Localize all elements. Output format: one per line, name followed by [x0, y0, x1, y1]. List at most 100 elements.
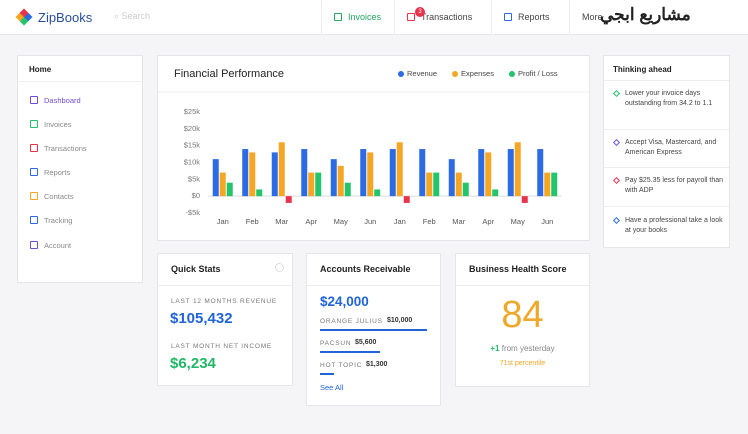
- badge: 3: [415, 7, 425, 17]
- receivable-list: ORANGE JULIUS $10,000 PACSUN $5,600 HOT TOPI…: [320, 316, 430, 376]
- legend-dot: [398, 71, 404, 77]
- sidebar-label: Account: [44, 241, 72, 250]
- bar: [455, 172, 462, 197]
- bar: [433, 172, 440, 197]
- x-tick-label: Mar: [275, 217, 288, 226]
- x-tick-label: May: [511, 217, 525, 226]
- bar: [301, 149, 308, 197]
- bar: [544, 172, 551, 197]
- legend-dot: [452, 71, 459, 77]
- bar: [492, 189, 499, 197]
- sidebar-item[interactable]: Transactions: [30, 144, 87, 153]
- stat-value: $6,234: [170, 355, 216, 372]
- bar: [514, 142, 521, 197]
- logo: [15, 8, 33, 26]
- y-tick-label: $15k: [184, 141, 201, 150]
- x-tick-label: Jun: [541, 217, 553, 226]
- x-tick-label: Jan: [394, 217, 406, 226]
- stat-label: LAST MONTH NET INCOME: [171, 343, 273, 350]
- bar: [374, 189, 381, 197]
- y-tick-label: $0: [192, 191, 200, 200]
- tip[interactable]: Pay $25.35 less for payroll than with AD…: [612, 176, 724, 196]
- y-tick-label: $5k: [188, 174, 200, 183]
- percentile: 71st percentile: [499, 360, 546, 367]
- settings-icon[interactable]: [275, 263, 284, 272]
- change-text: from yesterday: [501, 344, 555, 353]
- tip[interactable]: Accept Visa, Mastercard, and American Ex…: [612, 138, 724, 158]
- quick-stats: Quick Stats LAST 12 MONTHS REVENUE $105,…: [157, 253, 293, 386]
- y-tick-label: $10k: [184, 157, 201, 166]
- customer-name: ORANGE JULIUS: [320, 318, 383, 325]
- legend-label: Revenue: [407, 69, 437, 78]
- legend-label: Profit / Loss: [518, 69, 558, 78]
- tip-text: Lower your invoice days outstanding from…: [625, 90, 713, 107]
- divider: [604, 80, 729, 81]
- nav-item[interactable]: Transactions 3: [394, 0, 491, 35]
- sidebar-label: Transactions: [44, 144, 87, 153]
- customer-amount: $10,000: [387, 317, 413, 324]
- bar: [344, 182, 351, 197]
- bar: [271, 152, 278, 197]
- sidebar: Home Dashboard Invoices Transactions Rep…: [17, 55, 143, 283]
- y-tick-label: $25k: [184, 107, 201, 116]
- health-card: Business Health Score 84 +1 from yesterd…: [455, 253, 590, 387]
- card-title: Quick Stats: [171, 264, 221, 274]
- search[interactable]: ⌕ Search: [114, 11, 151, 21]
- sidebar-item[interactable]: Dashboard: [30, 96, 81, 105]
- bar: [448, 159, 455, 197]
- bar: [426, 172, 433, 197]
- receivable-bar: [320, 329, 427, 331]
- receivable-bar: [320, 351, 380, 353]
- bar: [278, 142, 285, 197]
- tip-text: Have a professional take a look at your …: [625, 217, 723, 234]
- sidebar-item[interactable]: Contacts: [30, 192, 74, 201]
- customer-name: PACSUN: [320, 340, 352, 347]
- customer-amount: $5,600: [355, 339, 377, 346]
- sidebar-label: Invoices: [44, 120, 72, 129]
- sidebar-title: Home: [29, 65, 52, 74]
- bar: [389, 149, 396, 197]
- bar: [485, 152, 492, 197]
- bar: [537, 149, 544, 197]
- legend-label: Expenses: [461, 69, 494, 78]
- y-tick-label: $20k: [184, 124, 201, 133]
- divider: [604, 129, 729, 130]
- stat-label: LAST 12 MONTHS REVENUE: [171, 298, 277, 305]
- nav-label: Reports: [518, 12, 550, 22]
- search-placeholder: Search: [121, 11, 151, 21]
- bar: [219, 172, 226, 197]
- legend-dot: [508, 71, 515, 77]
- see-all[interactable]: See All: [320, 383, 344, 392]
- bar: [403, 196, 410, 203]
- sidebar-item[interactable]: Invoices: [30, 120, 72, 129]
- x-tick-label: Jan: [217, 217, 229, 226]
- bar: [419, 149, 426, 197]
- sidebar-item[interactable]: Tracking: [30, 216, 72, 225]
- sidebar-label: Contacts: [44, 192, 74, 201]
- bar: [212, 159, 219, 197]
- thinking-title: Thinking ahead: [613, 65, 672, 74]
- nav-item[interactable]: More: [569, 0, 748, 35]
- bar: [507, 149, 514, 197]
- tip-text: Accept Visa, Mastercard, and American Ex…: [625, 139, 717, 156]
- x-tick-label: Apr: [482, 217, 494, 226]
- sidebar-item[interactable]: Reports: [30, 168, 70, 177]
- card-title: Business Health Score: [469, 264, 567, 274]
- divider: [18, 81, 142, 82]
- receivable-bar: [320, 373, 334, 375]
- bar: [285, 196, 292, 203]
- tip[interactable]: Lower your invoice days outstanding from…: [612, 89, 724, 109]
- x-tick-label: May: [334, 217, 348, 226]
- sidebar-label: Reports: [44, 168, 71, 177]
- receivable-item[interactable]: ORANGE JULIUS $10,000: [320, 316, 430, 336]
- brand: ZipBooks: [38, 10, 93, 25]
- bar: [478, 149, 485, 197]
- nav-item[interactable]: Reports: [491, 0, 569, 35]
- receivable-item[interactable]: PACSUN $5,600: [320, 338, 430, 358]
- tip[interactable]: Have a professional take a look at your …: [612, 216, 724, 236]
- nav-item[interactable]: Invoices: [321, 0, 394, 35]
- watermark: مشاريع ابجي: [600, 5, 691, 24]
- sidebar-item[interactable]: Account: [30, 241, 71, 250]
- receivable-item[interactable]: HOT TOPIC $1,300: [320, 360, 430, 380]
